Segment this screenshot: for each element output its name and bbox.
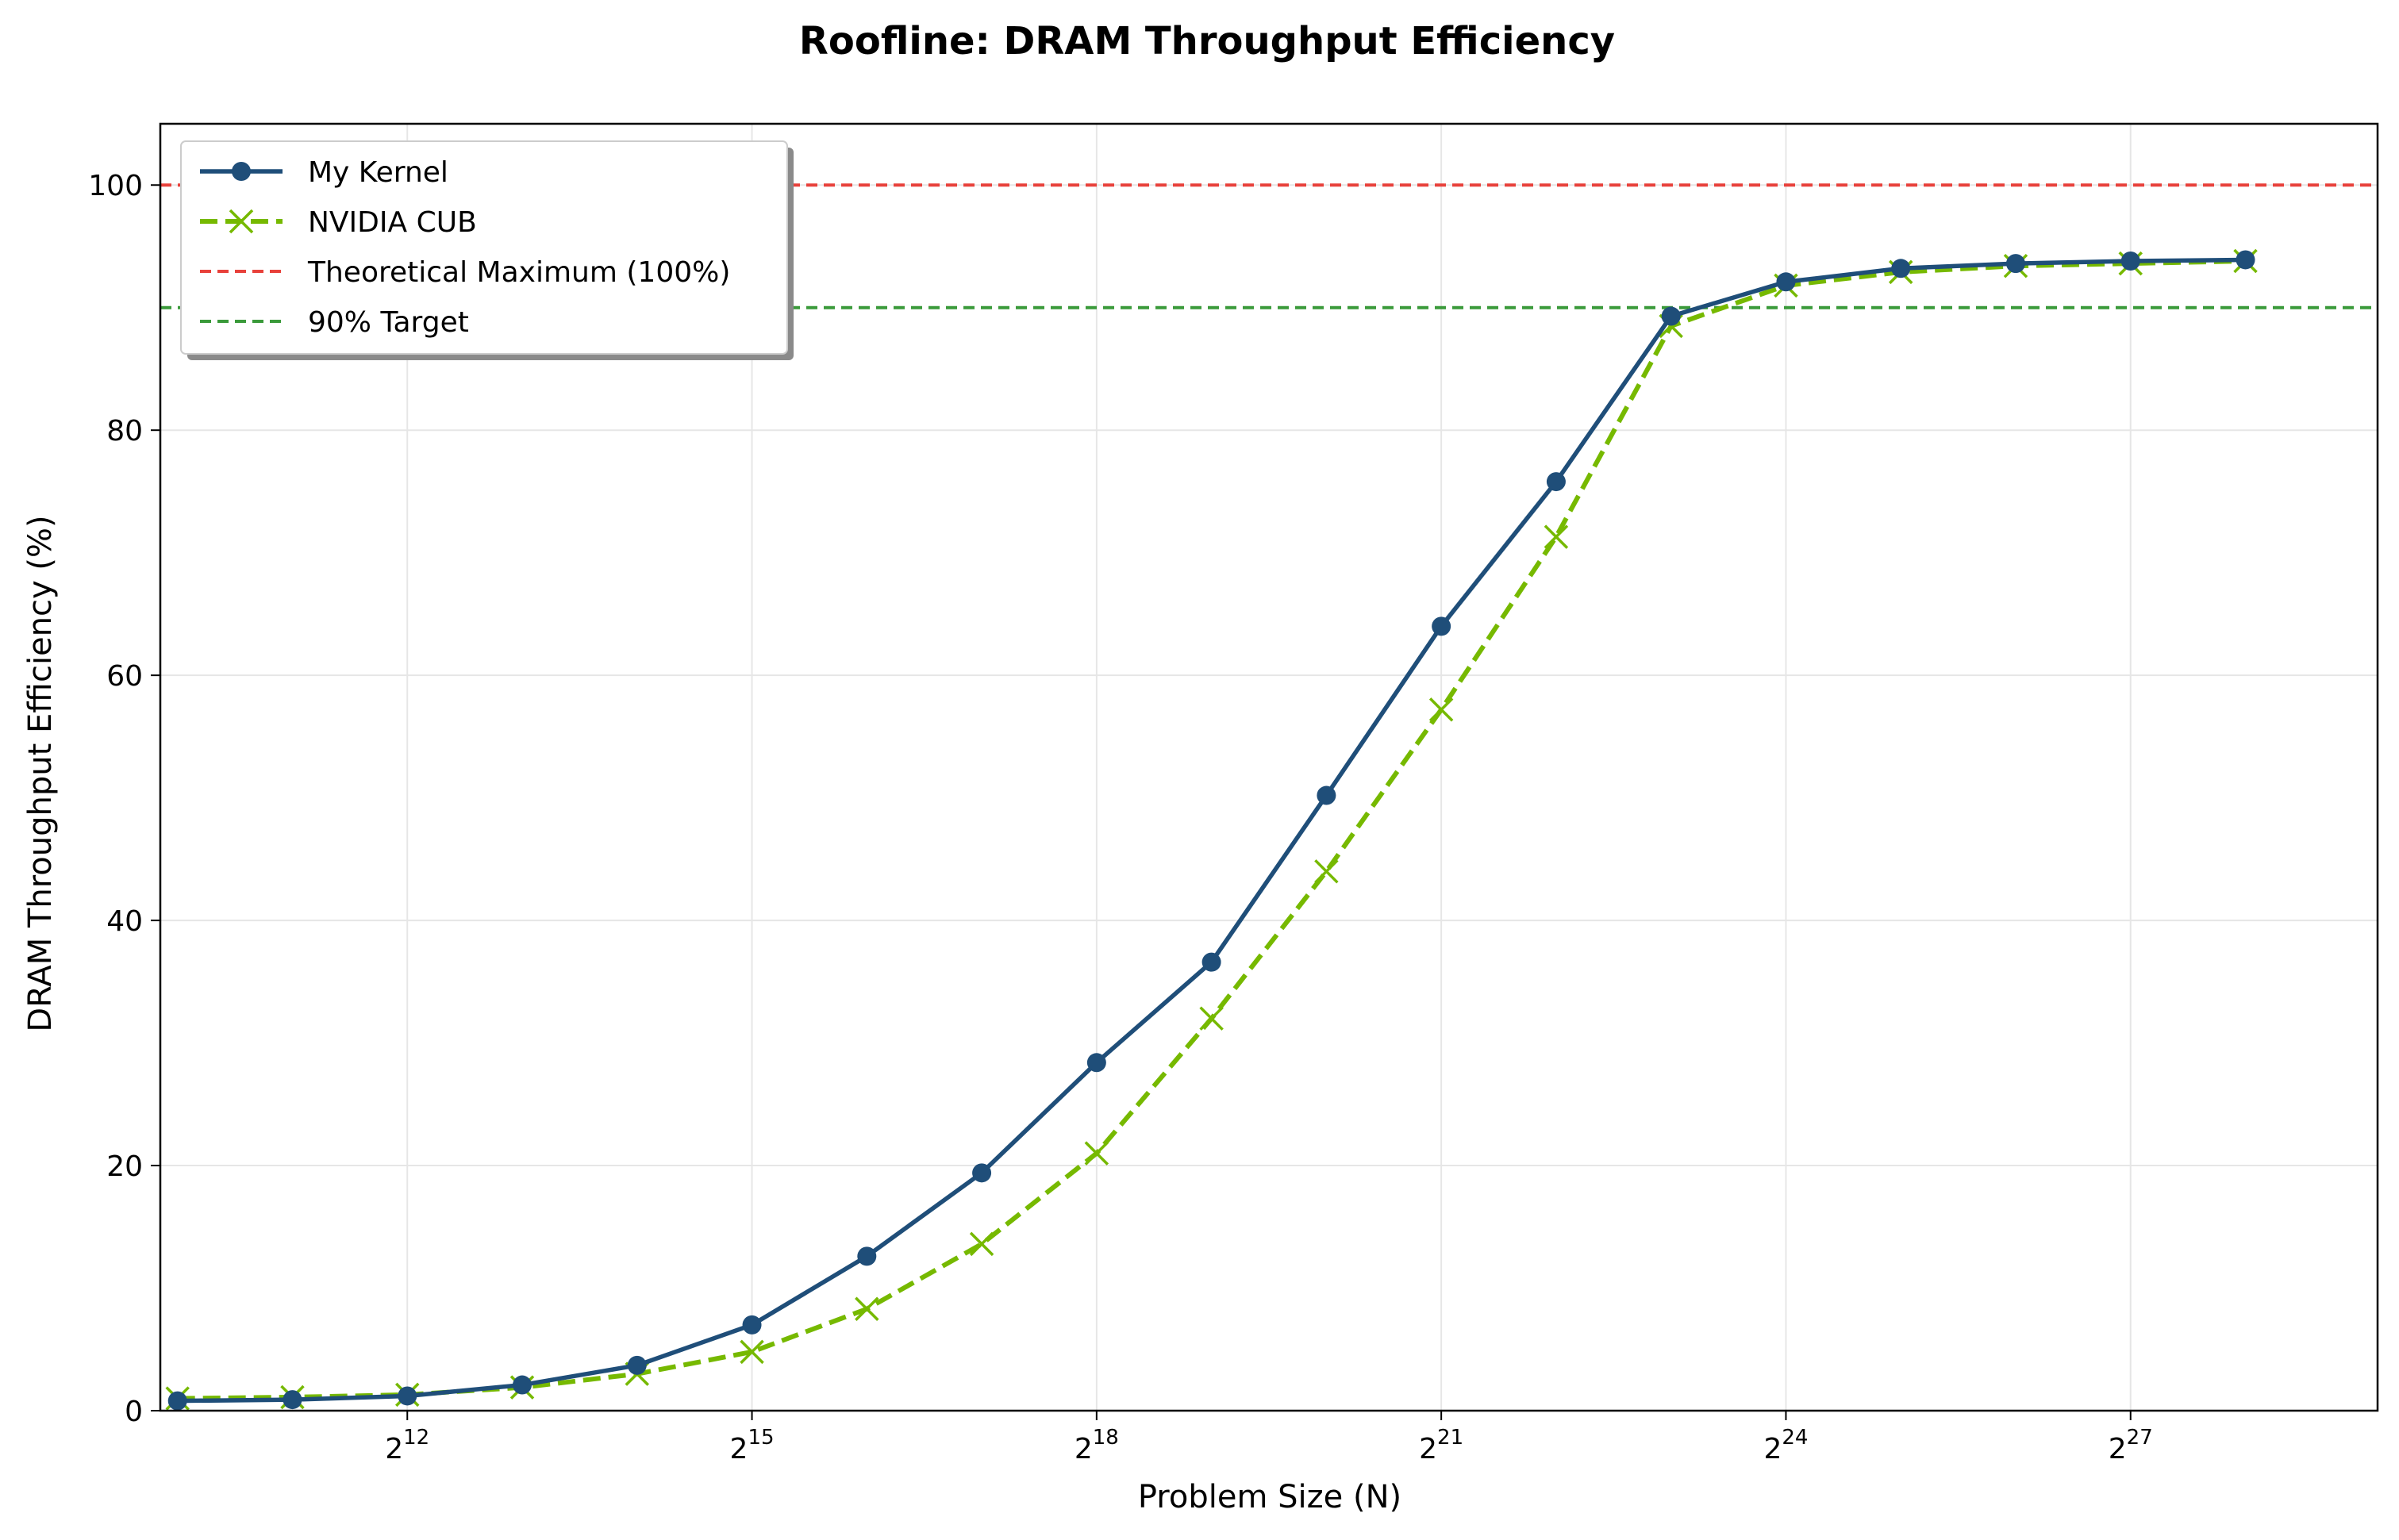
nvidia-cub-point — [1544, 524, 1569, 549]
legend-box — [180, 140, 788, 355]
my-kernel-point — [167, 1391, 187, 1411]
my-kernel-point — [857, 1246, 877, 1266]
nvidia-cub-point — [1199, 1006, 1224, 1031]
my-kernel-point — [2120, 252, 2140, 271]
nvidia-cub-point — [1428, 697, 1454, 722]
y-axis-label: DRAM Throughput Efficiency (%) — [22, 515, 59, 1031]
y-tick-label: 80 — [106, 415, 143, 447]
nvidia-cub-point — [855, 1296, 879, 1322]
legend-target-90: 90% Target — [200, 306, 469, 339]
nvidia-cub-point — [1084, 1141, 1109, 1166]
legend-my-kernel: My Kernel — [200, 156, 448, 189]
x-tick-label: 215 — [730, 1426, 775, 1465]
my-kernel-point — [513, 1375, 532, 1395]
my-kernel-point — [1661, 306, 1681, 326]
legend-theoretical-max: Theoretical Maximum (100%) — [200, 256, 730, 289]
my-kernel-point — [972, 1163, 992, 1183]
my-kernel-point — [1546, 472, 1566, 492]
x-tick-label: 224 — [1763, 1426, 1808, 1465]
nvidia-cub-point — [740, 1339, 764, 1365]
x-tick-label: 212 — [385, 1426, 429, 1465]
x-axis-label: Problem Size (N) — [1138, 1479, 1401, 1515]
my-kernel-point — [627, 1355, 647, 1375]
legend-label: 90% Target — [308, 306, 469, 339]
my-kernel-point — [1891, 259, 1911, 278]
y-tick-label: 40 — [106, 905, 143, 938]
nvidia-cub-point — [1314, 859, 1339, 884]
series-layer — [165, 248, 2258, 1411]
my-kernel-point — [2236, 250, 2255, 270]
y-tick-label: 0 — [125, 1396, 143, 1428]
legend: My Kernel NVIDIA CUB Theoretical Maximum (… — [180, 140, 794, 360]
chart-title: Roofline: DRAM Throughput Efficiency — [799, 19, 1615, 63]
x-tick-label: 221 — [1419, 1426, 1463, 1465]
legend-label: Theoretical Maximum (100%) — [307, 256, 730, 289]
nvidia-cub-point — [969, 1231, 994, 1257]
x-tick-label: 227 — [2109, 1426, 2153, 1465]
x-tick-label: 218 — [1075, 1426, 1119, 1465]
y-tick-label: 20 — [106, 1150, 143, 1183]
my-kernel-point — [2005, 254, 2025, 274]
y-tick-label: 60 — [106, 660, 143, 693]
my-kernel-point — [1317, 785, 1336, 805]
legend-nvidia-cub: NVIDIA CUB — [200, 206, 477, 239]
my-kernel-point — [283, 1390, 302, 1410]
my-kernel-point — [1086, 1053, 1106, 1073]
my-kernel-point — [1776, 272, 1796, 292]
axes: 0 20 40 60 80 100 212 215 218 221 224 227 — [88, 170, 2152, 1465]
legend-label: My Kernel — [308, 156, 448, 189]
plot-frame — [159, 122, 2379, 1412]
my-kernel-point — [398, 1386, 417, 1406]
my-kernel-point — [742, 1315, 762, 1335]
my-kernel-point — [1201, 952, 1221, 972]
my-kernel-point — [1432, 616, 1451, 636]
y-tick-label: 100 — [88, 170, 143, 202]
legend-label: NVIDIA CUB — [308, 206, 477, 239]
